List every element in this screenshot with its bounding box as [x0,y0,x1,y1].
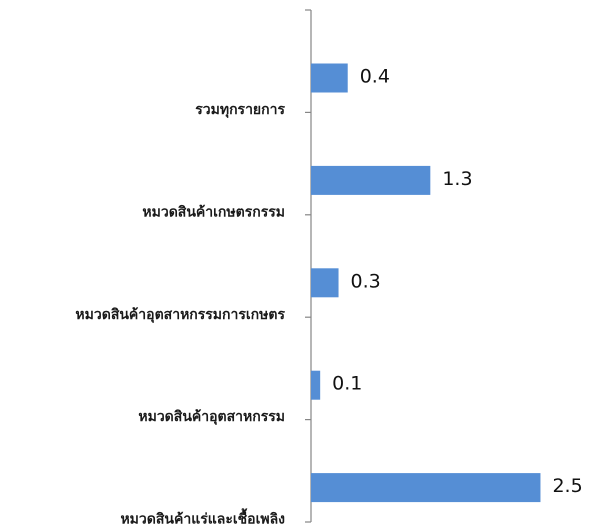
category-axis [305,9,312,523]
bar [311,473,541,503]
category-label: รวมทุกรายการ [195,102,285,118]
bar [311,268,339,298]
bar [311,63,348,93]
category-label: หมวดสินค้าอุตสาหกรรมการเกษตร [75,307,285,323]
category-label: หมวดสินค้าแร่และเชื้อเพลิง [120,508,285,526]
data-label: 0.1 [332,373,362,395]
data-label: 2.5 [552,475,582,497]
bar [311,165,431,195]
category-label: หมวดสินค้าอุตสาหกรรม [138,409,285,425]
labels: 0.4 รวมทุกรายการ 1.3 หมวดสินค้าเกษตรกรรม 0.3… [75,66,582,526]
bar [311,370,321,400]
data-label: 0.3 [351,270,381,292]
category-label: หมวดสินค้าเกษตรกรรม [142,204,285,220]
bars [311,63,541,503]
data-label: 1.3 [442,168,472,190]
data-label: 0.4 [360,66,390,88]
